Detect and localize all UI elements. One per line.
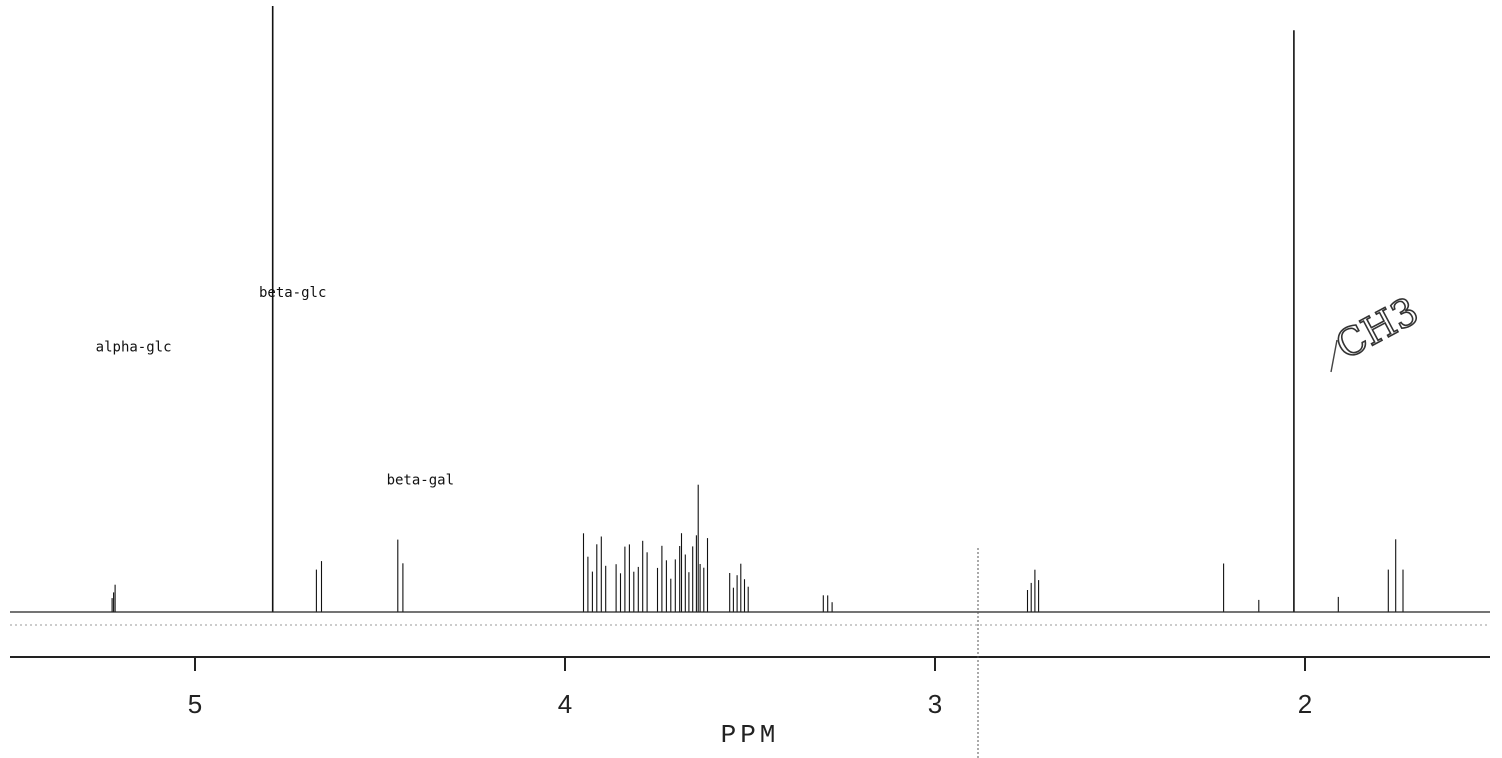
x-axis-title: PPM xyxy=(721,720,780,750)
handwritten-ch3-note: CH3 xyxy=(1328,288,1427,369)
peak-annotations: alpha-glc beta-glc beta-gal xyxy=(96,285,454,489)
spectrum-peak xyxy=(822,595,833,612)
spectrum-peak xyxy=(656,545,681,612)
spectrum-peak xyxy=(582,533,607,612)
spectrum-peak xyxy=(729,563,749,612)
x-tick-label: 4 xyxy=(558,689,572,719)
spectrum-peak xyxy=(397,539,404,612)
x-axis-ticks: 5 4 3 2 xyxy=(188,657,1312,719)
spectrum-peak xyxy=(1026,569,1040,612)
peak-annotation: alpha-glc xyxy=(96,339,172,355)
spectrum-peak xyxy=(615,540,648,612)
peak-annotation: beta-gal xyxy=(387,473,454,489)
spectrum-peak xyxy=(315,561,323,612)
peak-annotation: beta-glc xyxy=(259,285,326,301)
peaks-layer xyxy=(111,6,1404,612)
x-tick-label: 3 xyxy=(928,689,942,719)
x-tick-label: 5 xyxy=(188,689,202,719)
x-tick-label: 2 xyxy=(1298,689,1312,719)
spectrum-peak xyxy=(111,584,116,612)
handwritten-ch3-text: CH3 xyxy=(1329,289,1426,368)
handwritten-arrow-stroke xyxy=(1330,339,1338,373)
spectrum-peak xyxy=(680,533,709,612)
